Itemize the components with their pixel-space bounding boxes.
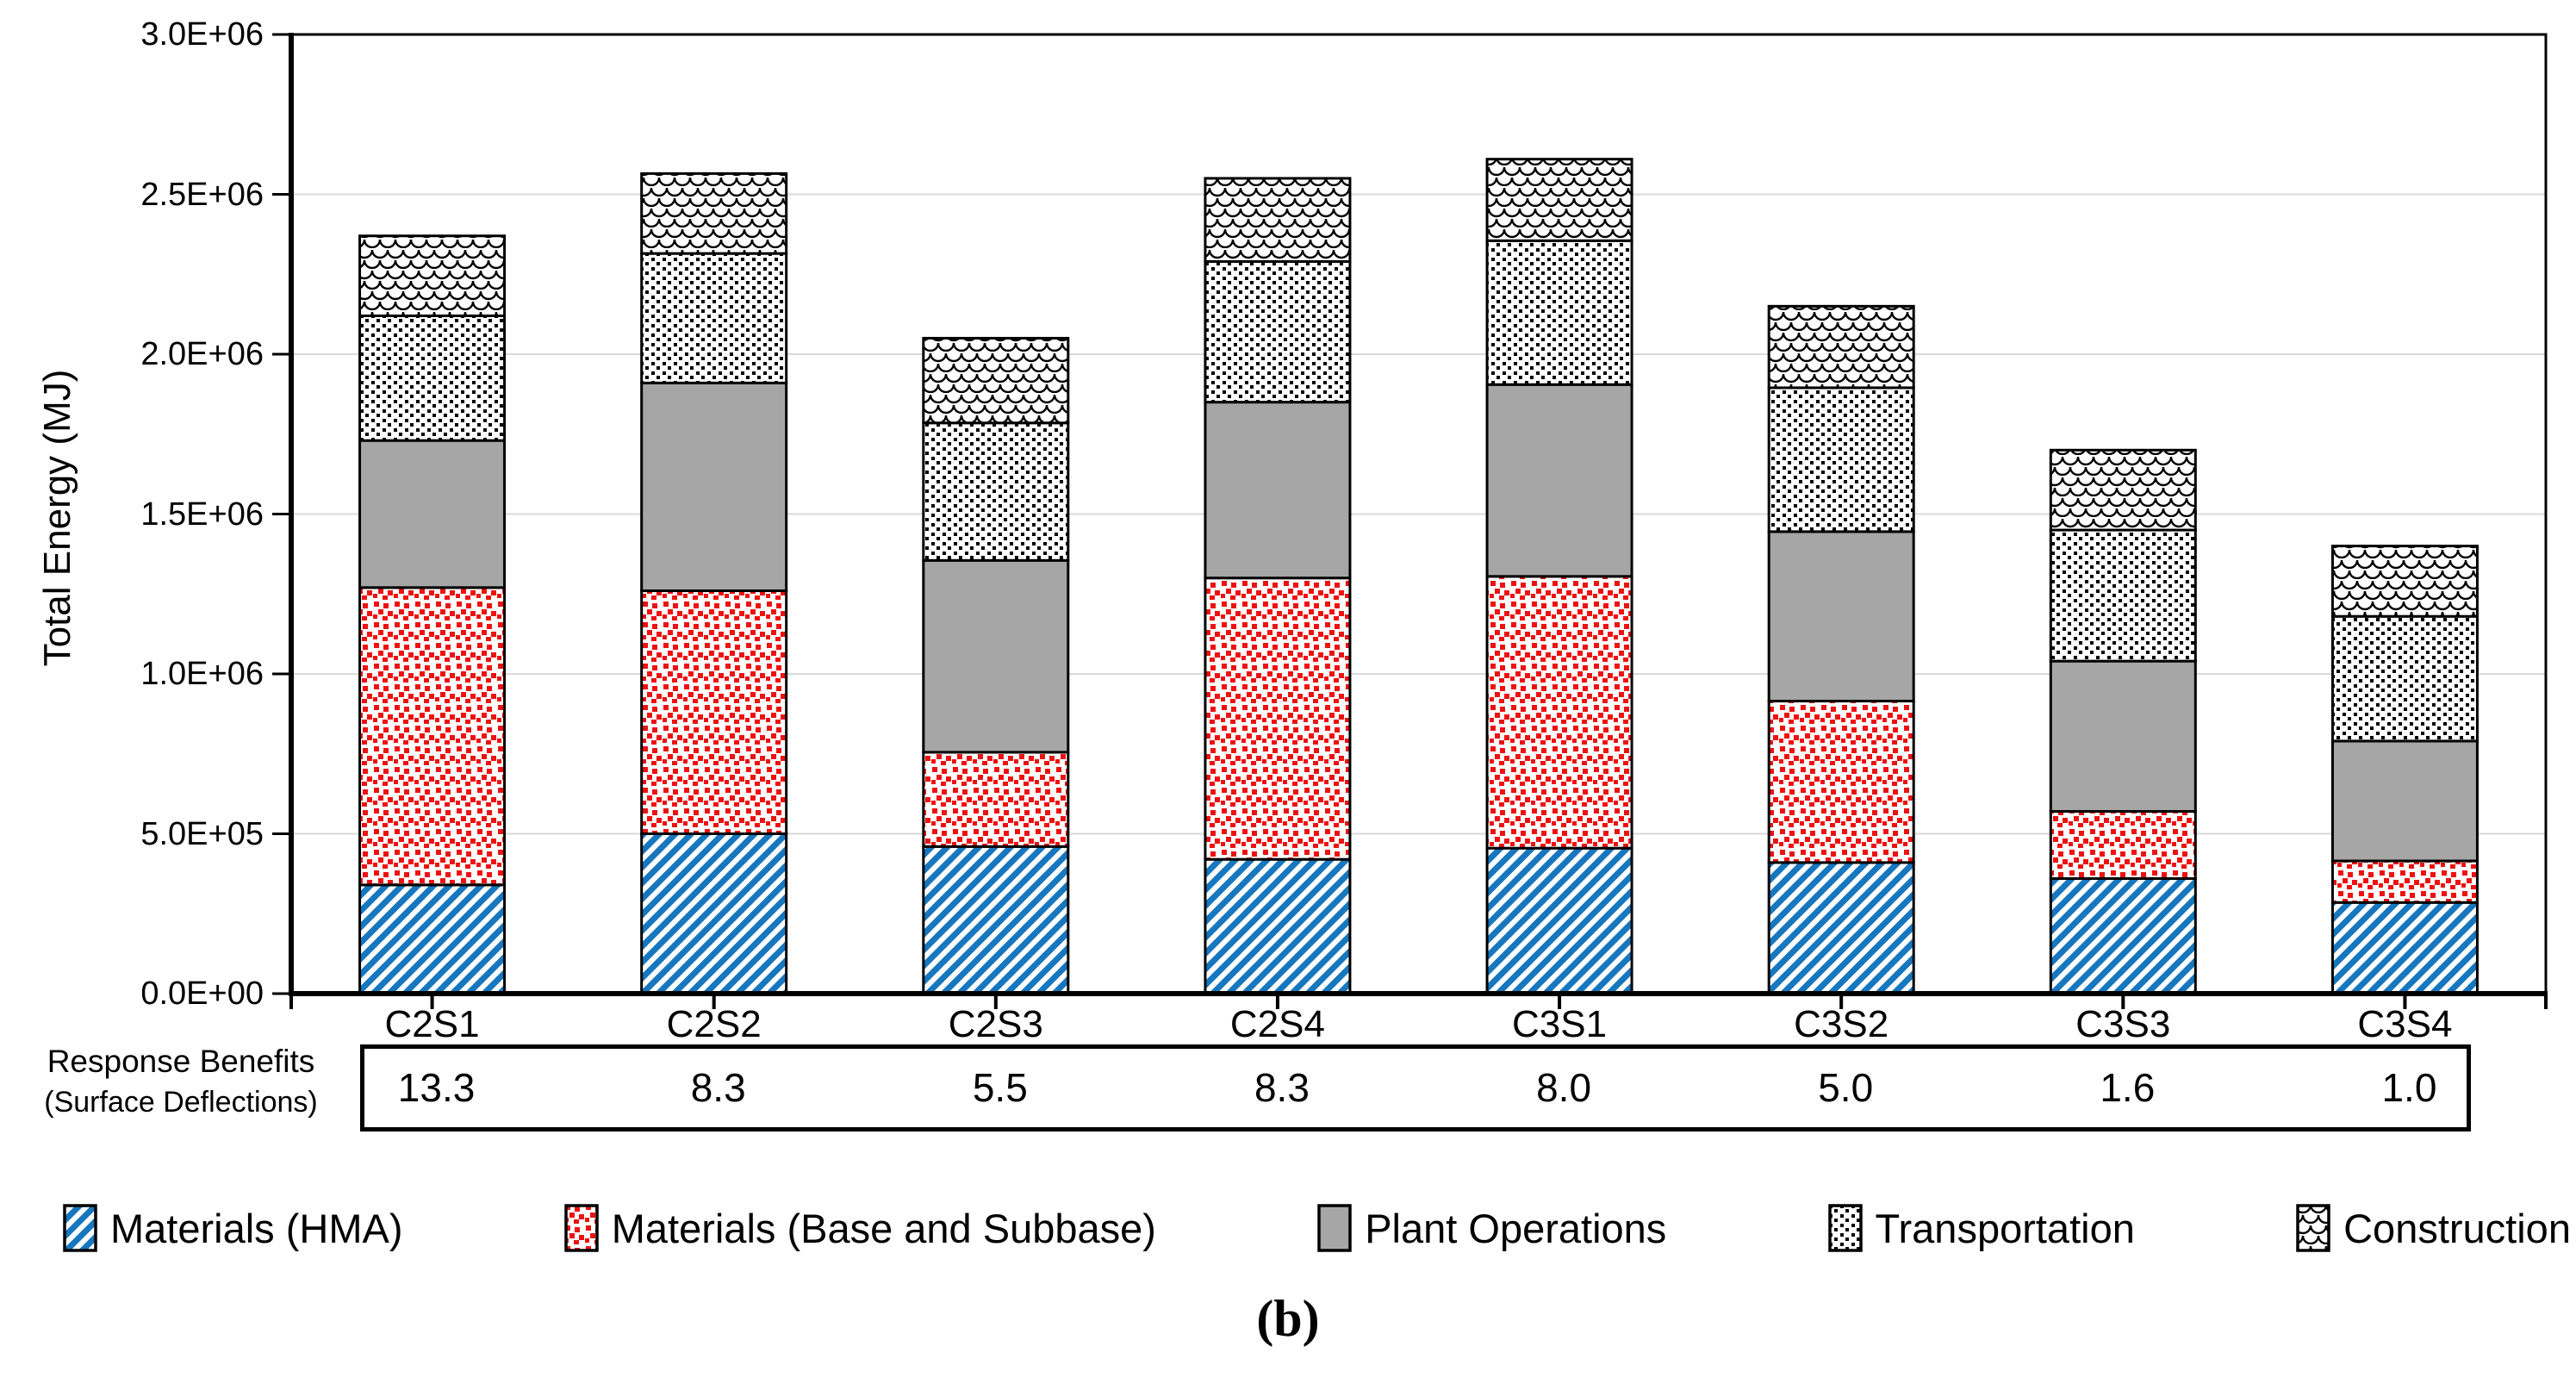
y-tick-label: 5.0E+05 [140,815,264,852]
legend-label: Plant Operations [1365,1205,1667,1251]
response-benefits-table: 13.3 8.3 5.5 8.3 8.0 5.0 1.6 1.0 [360,1044,2471,1132]
bar-segment [1767,700,1915,864]
response-benefits-label-line1: Response Benefits [47,1044,315,1079]
bar-segment [1204,577,1352,861]
legend-label: Construction [2343,1205,2571,1251]
response-benefits-label-line2: (Surface Deflections) [44,1085,318,1119]
bar-segment [1204,401,1352,580]
plot-frame [289,33,2548,995]
bar-segment [640,171,788,255]
x-category-label: C2S4 [1229,1003,1325,1045]
bar-segment [640,381,788,593]
bar-segment [2049,810,2197,880]
figure-caption: (b) [1256,1290,1320,1347]
legend-swatch-icon [563,1204,599,1252]
bar-segment [2049,876,2197,995]
bar-segment [922,421,1070,562]
x-category-label: C3S3 [2075,1003,2171,1045]
response-benefits-label: Response Benefits (Surface Deflections) [3,1041,358,1122]
y-tick-label: 1.0E+06 [140,656,264,692]
bar-segment [640,832,788,995]
bar-segment [1485,383,1633,578]
legend-item: Construction [2295,1203,2571,1253]
legend-item: Plant Operations [1316,1203,1666,1253]
bar-segment [922,558,1070,754]
legend-label: Materials (HMA) [110,1205,403,1251]
bar-segment [1204,259,1352,404]
legend-swatch-icon [1317,1204,1352,1252]
bar-segment [922,751,1070,848]
response-benefit-value: 5.0 [1818,1065,1874,1110]
bar-segment [358,439,507,589]
bar-segment [2330,901,2479,995]
response-benefit-value: 5.5 [972,1065,1028,1110]
bar-segment [2330,739,2479,863]
bar-segment [358,883,507,995]
bar-segment [1485,575,1633,850]
y-tick-label: 2.5E+06 [140,176,264,213]
bar-segment [1767,386,1915,533]
bar-segment [358,234,507,317]
legend-label: Materials (Base and Subbase) [611,1205,1156,1251]
bar-segment [2330,859,2479,904]
plot-area [272,33,2548,1009]
bar-segment [1767,530,1915,703]
response-benefit-value: 8.3 [1254,1065,1310,1110]
bar-segment [1485,846,1633,995]
legend-item: Materials (Base and Subbase) [563,1203,1156,1253]
bar-segment [2049,659,2197,814]
y-tick-label: 3.0E+06 [140,16,264,53]
x-category-label: C2S3 [948,1003,1043,1045]
x-category-label: C2S2 [666,1003,762,1045]
bar-segment [1204,857,1352,995]
bar-segment [1767,861,1915,995]
legend-swatch-icon [1827,1204,1863,1252]
bar-segment [1485,239,1633,386]
bar-segment [1485,158,1633,242]
bar-segment [2330,545,2479,618]
y-tick-label: 0.0E+00 [140,976,264,1012]
bar-segment [358,314,507,442]
response-benefit-value: 1.0 [2381,1065,2437,1110]
legend-swatch-icon [2296,1204,2330,1252]
response-benefit-value: 8.0 [1536,1065,1592,1110]
chart-legend: Materials (HMA) Materials (Base and Subba… [62,1196,2571,1260]
legend-item: Transportation [1827,1203,2135,1253]
bar-segment [358,586,507,887]
legend-swatch-icon [63,1204,97,1252]
y-tick-label: 2.0E+06 [140,336,264,372]
y-tick-label: 1.5E+06 [140,496,264,533]
response-benefit-value: 13.3 [397,1065,476,1110]
x-category-label: C3S2 [1794,1003,1889,1045]
bar-segment [922,336,1070,425]
legend-item: Materials (HMA) [62,1203,402,1253]
x-category-label: C2S1 [384,1003,480,1045]
bar-segment [640,589,788,835]
legend-label: Transportation [1875,1205,2135,1251]
bar-segment [2049,448,2197,532]
x-category-label: C3S1 [1512,1003,1608,1045]
response-benefit-value: 8.3 [690,1065,746,1110]
bar-segment [640,252,788,384]
x-category-label: C3S4 [2357,1003,2453,1045]
bar-segment [2049,528,2197,663]
response-benefit-value: 1.6 [2100,1065,2156,1110]
bar-segment [1767,304,1915,390]
bar-segment [1204,177,1352,263]
bar-segment [2330,614,2479,743]
bar-segment [922,845,1070,995]
